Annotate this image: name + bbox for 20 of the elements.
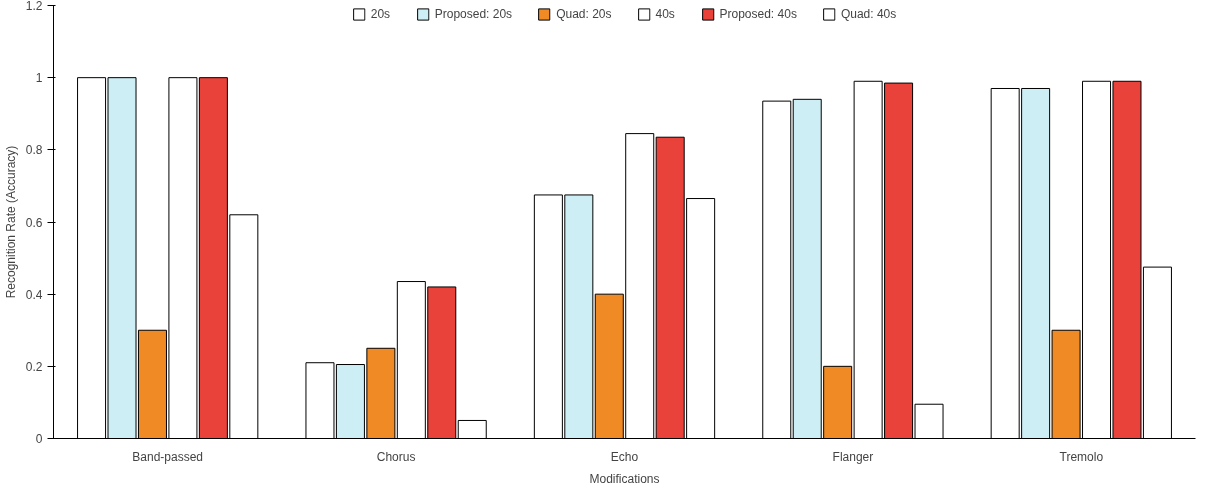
legend-label: 40s — [655, 7, 676, 21]
x-tick-label: Band-passed — [132, 449, 204, 464]
legend-label: 20s — [370, 7, 391, 21]
legend-label: Quad: 40s — [840, 7, 897, 21]
y-tick-label: 0.6 — [25, 215, 43, 230]
y-tick-label: 0.4 — [25, 287, 43, 302]
legend-label: Proposed: 40s — [719, 7, 797, 21]
x-tick-label: Chorus — [376, 449, 416, 464]
y-tick-label: 1 — [35, 71, 43, 86]
legend-label: Quad: 20s — [556, 7, 612, 21]
y-tick-label: 0.8 — [25, 143, 43, 158]
x-axis-title: Modifications — [589, 471, 660, 486]
x-tick-label: Flanger — [832, 449, 874, 464]
x-tick-label: Echo — [610, 449, 639, 464]
y-tick-label: 0.2 — [25, 359, 43, 374]
y-tick-label: 0 — [35, 432, 43, 446]
legend-label: Proposed: 20s — [434, 7, 513, 21]
y-axis-title: Recognition Rate (Accuracy) — [3, 145, 18, 299]
y-tick-label: 1.2 — [25, 0, 43, 13]
x-tick-label: Tremolo — [1059, 449, 1104, 464]
